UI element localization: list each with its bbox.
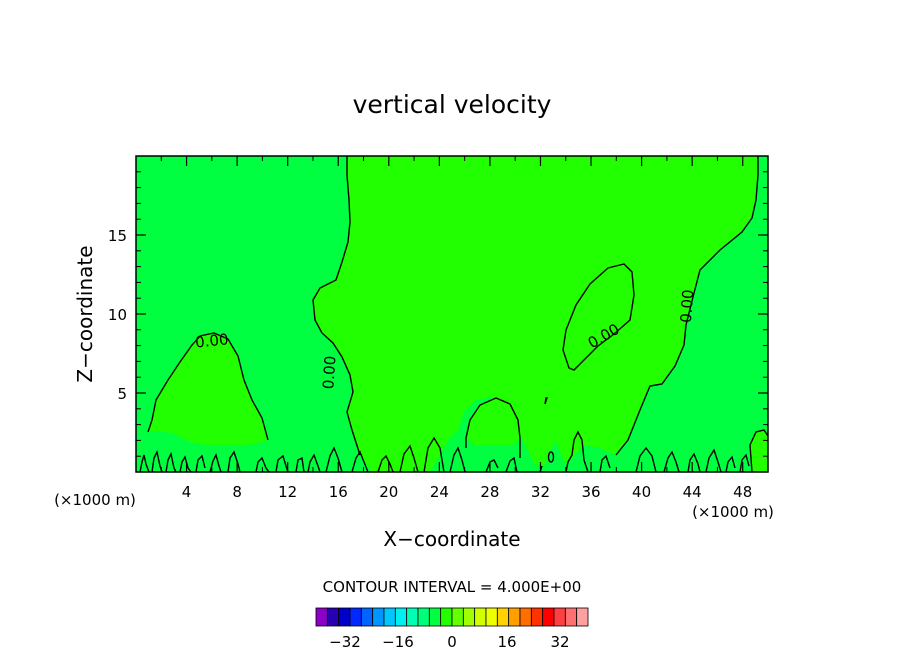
y-tick-label: 5 (117, 385, 127, 403)
colorbar-swatch (553, 607, 566, 627)
y-tick-label: 10 (108, 306, 127, 324)
x-tick-label: 40 (632, 483, 651, 501)
zero-contour-corner (749, 429, 769, 473)
positive-velocity-region-hill (466, 398, 520, 446)
x-tick-label: 24 (430, 483, 449, 501)
colorbar-swatch (360, 607, 374, 627)
colorbar-swatch (338, 607, 351, 627)
x-tick-label: 36 (581, 483, 600, 501)
colorbar-swatch (496, 607, 510, 627)
positive-velocity-region-left (148, 333, 268, 446)
x-axis-label: X−coordinate (383, 527, 520, 551)
zero-contour-hill (465, 397, 521, 458)
x-tick-label: 28 (480, 483, 499, 501)
colorbar-label: −16 (382, 633, 414, 651)
x-axis-unit-right: (×1000 m) (692, 503, 774, 521)
x-tick-label: 16 (329, 483, 348, 501)
colorbar-swatch (394, 607, 408, 627)
x-axis-unit-left: (×1000 m) (54, 491, 136, 509)
zero-contour-ground-wiggles (139, 430, 750, 473)
colorbar-swatch (428, 607, 442, 627)
zero-contour-left-dome (147, 332, 269, 441)
colorbar-label: 32 (550, 633, 569, 651)
colorbar-swatch (383, 607, 396, 627)
x-tick-label: 4 (182, 483, 192, 501)
contour-interval-label: CONTOUR INTERVAL = 4.000E+00 (323, 578, 582, 596)
x-tick-label: 20 (379, 483, 398, 501)
zero-contour-small-ellipse (547, 451, 555, 463)
zero-contour-right-boundary (615, 156, 759, 456)
plot-area: 0.000.000.000.00 (136, 156, 769, 473)
zero-contour-central-boundary (312, 156, 361, 456)
x-tick-label: 8 (232, 483, 242, 501)
x-tick-label: 44 (683, 483, 702, 501)
zero-contour-right-bubble (562, 263, 635, 371)
y-axis: 5 10 15 (108, 171, 768, 457)
colorbar-swatch (326, 607, 340, 627)
colorbar-label: 16 (497, 633, 516, 651)
colorbar-swatch (349, 607, 362, 627)
colorbar-swatch (474, 607, 487, 627)
colorbar-swatch (564, 607, 578, 627)
colorbar-swatch (451, 607, 464, 627)
colorbar-swatch (508, 607, 521, 627)
contour-label: 0.00 (194, 330, 229, 351)
colorbar-label: −32 (329, 633, 361, 651)
colorbar-swatch (372, 607, 385, 627)
contour-label: 0.00 (677, 289, 697, 324)
colorbar-swatch (440, 607, 453, 627)
colorbar-labels: −32 −16 0 16 32 (329, 633, 569, 651)
y-axis-label: Z−coordinate (73, 245, 97, 382)
colorbar-swatch (519, 607, 532, 627)
x-tick-label: 12 (278, 483, 297, 501)
colorbar-swatch (576, 607, 589, 627)
colorbar-swatch (462, 607, 476, 627)
positive-velocity-region-right (563, 264, 634, 370)
colorbar-swatch (406, 607, 419, 627)
colorbar-swatch (542, 607, 555, 627)
colorbar-swatch (530, 607, 544, 627)
contour-labels: 0.000.000.000.00 (194, 289, 697, 390)
colorbar (315, 607, 589, 627)
zero-contour-small-blob (544, 397, 548, 405)
y-tick-label: 15 (108, 227, 127, 245)
x-tick-label: 48 (733, 483, 752, 501)
contour-label: 0.00 (319, 355, 339, 390)
chart-title: vertical velocity (353, 90, 552, 119)
zero-contour-lines (139, 156, 769, 473)
colorbar-swatch (417, 607, 430, 627)
x-tick-label: 32 (531, 483, 550, 501)
colorbar-label: 0 (447, 633, 457, 651)
colorbar-swatch (315, 607, 328, 627)
colorbar-swatch (485, 607, 498, 627)
x-axis: 4 8 12 16 20 24 28 32 36 40 44 48 (160, 156, 752, 501)
